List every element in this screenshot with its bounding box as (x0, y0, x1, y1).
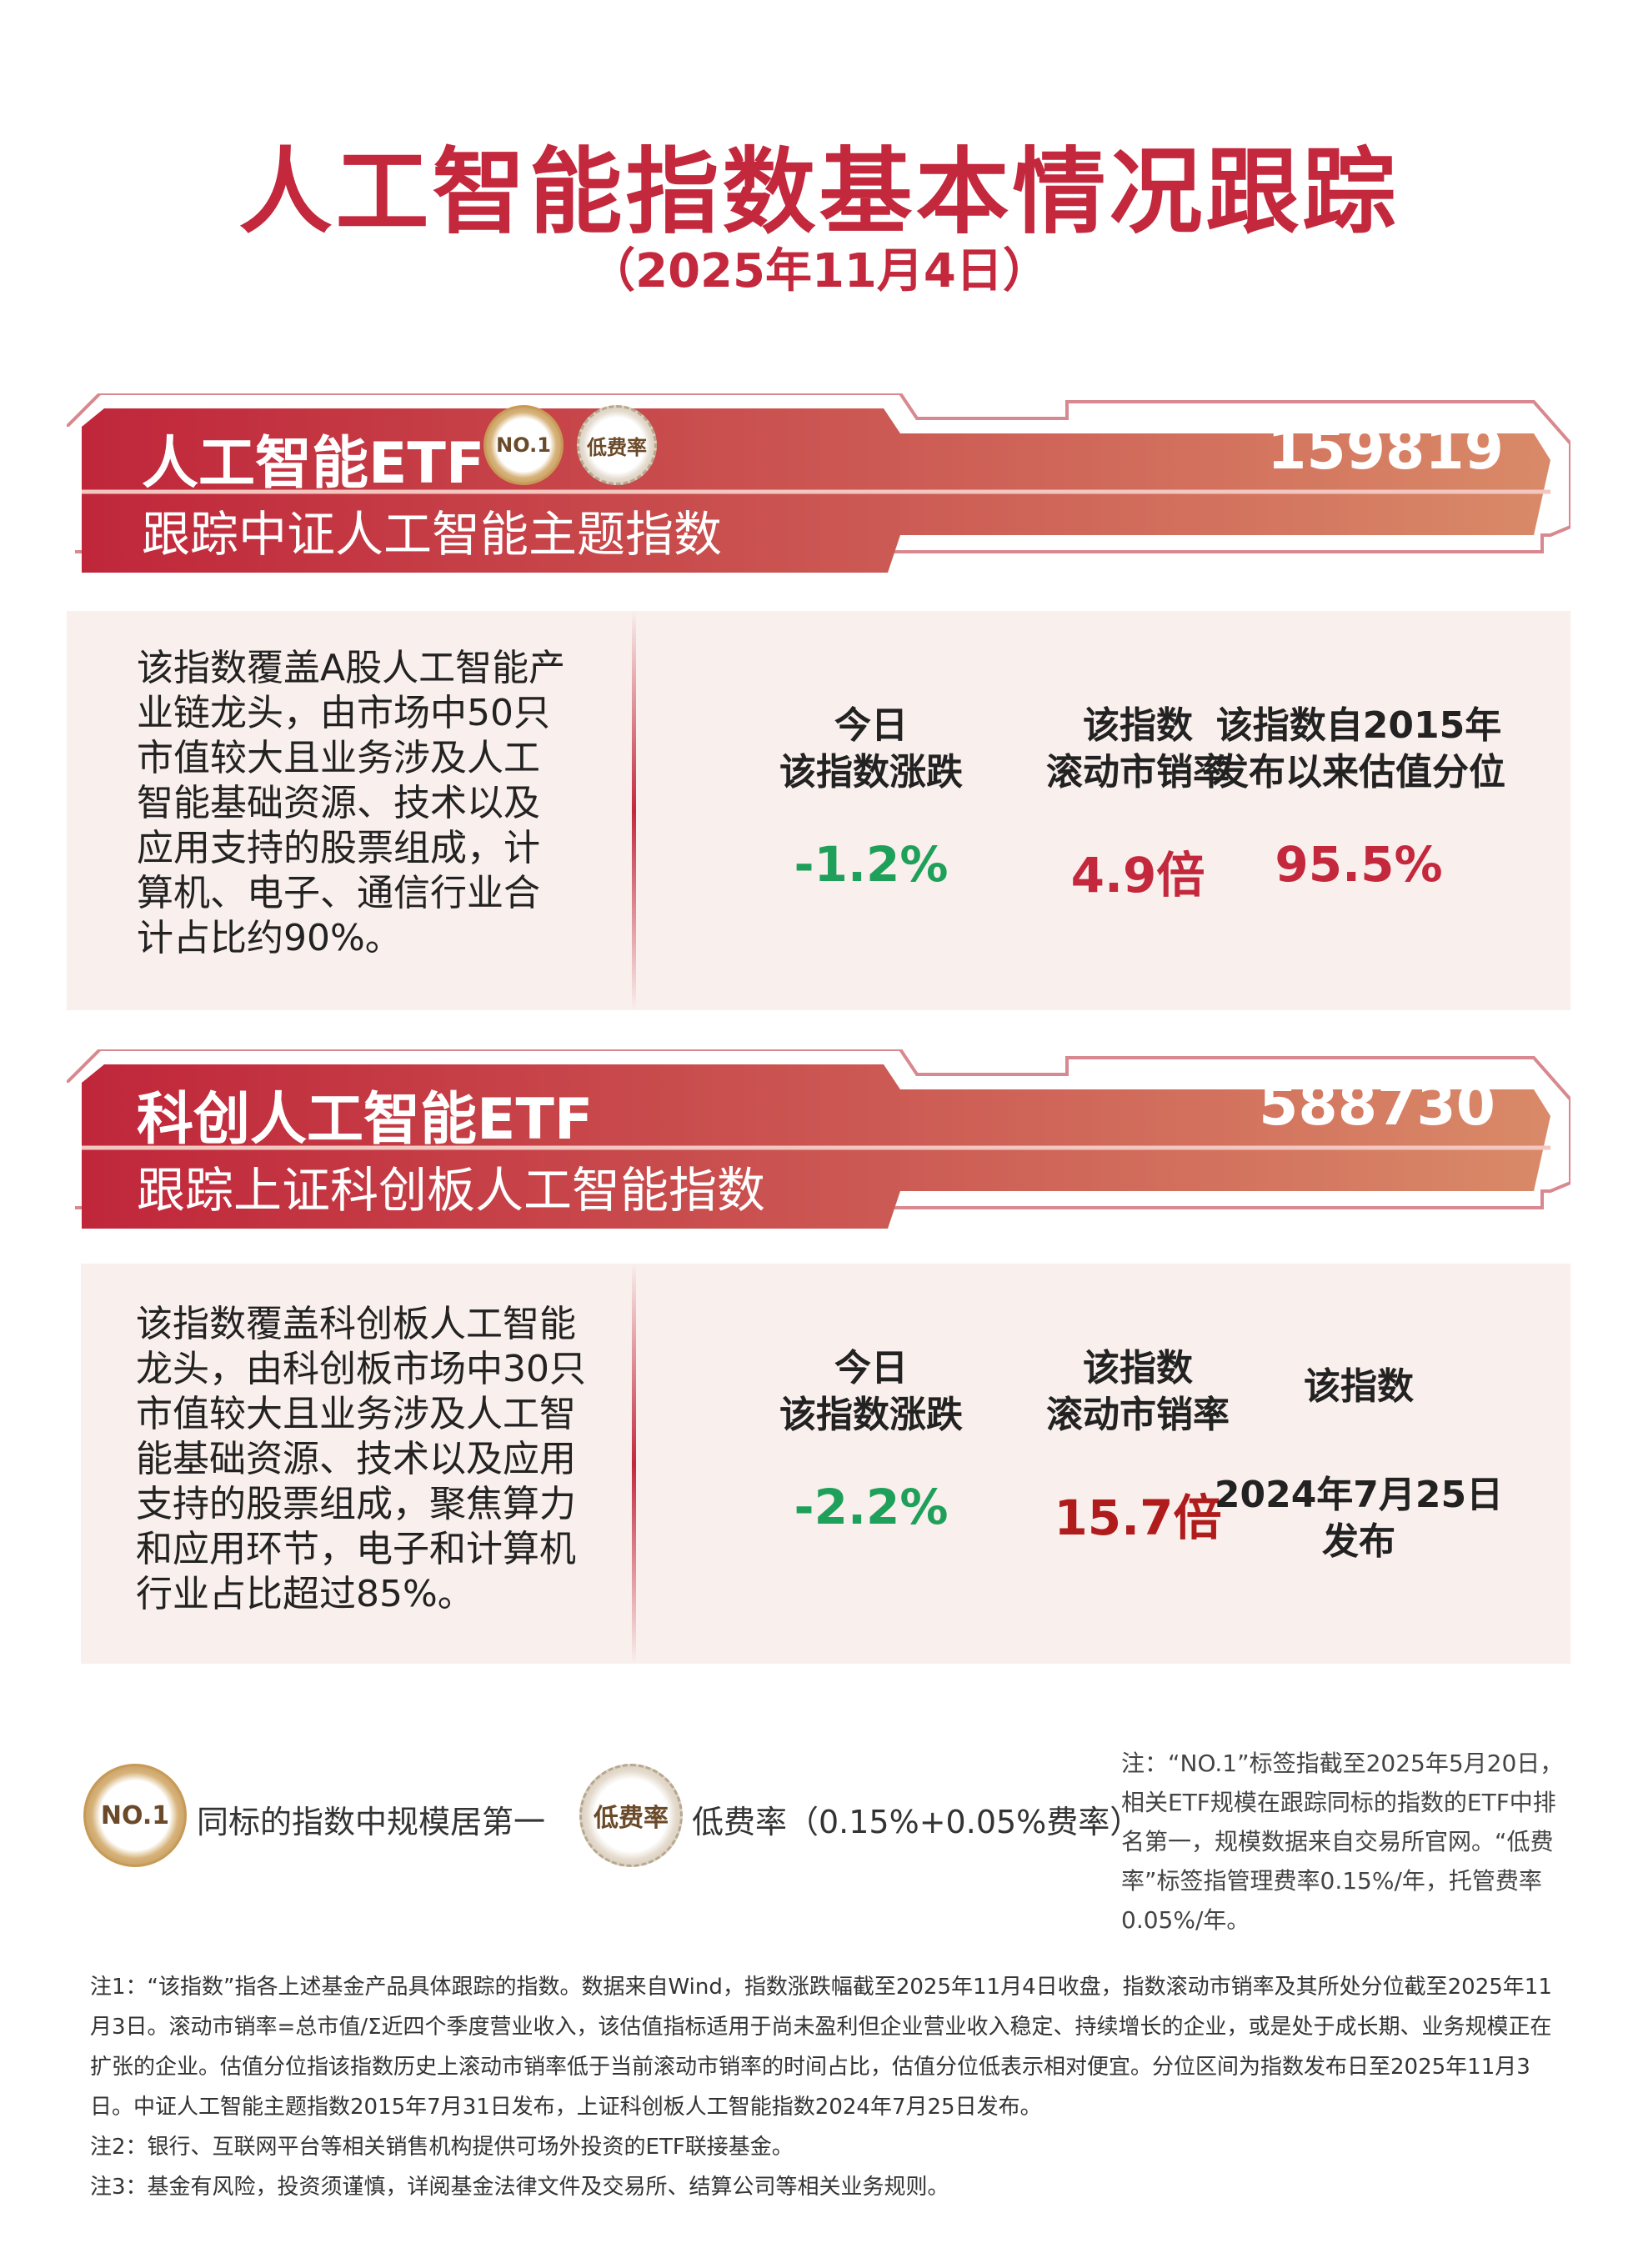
metric-label: 该指数涨跌 (779, 1394, 963, 1436)
metric-value: 15.7倍 (1054, 1489, 1222, 1546)
metric-label: 该指数自2015年 (1215, 704, 1502, 747)
metric-valuation-percentile: 该指数自2015年 发布以来估值分位 95.5% (1184, 703, 1534, 893)
metric-value: 2024年7月25日 (1214, 1474, 1504, 1516)
index-description: 该指数覆盖A股人工智能产业链龙头，由市场中50只市值较大且业务涉及人工智能基础资… (137, 647, 566, 959)
footnote-1: 注1：“该指数”指各上述基金产品具体跟踪的指数。数据来自Wind，指数涨跌幅截至… (90, 1975, 1552, 2120)
fund-tracking-index: 跟踪上证科创板人工智能指数 (137, 1162, 766, 1219)
low-fee-legend-text: 低费率（0.15%+0.05%费率） (692, 1804, 1142, 1840)
metric-label: 今日 (834, 704, 908, 747)
footnote-2: 注2：银行、互联网平台等相关销售机构提供可场外投资的ETF联接基金。 (90, 2135, 794, 2160)
no1-badge-icon: NO.1 (83, 1764, 187, 1867)
metric-daily-change: 今日 该指数涨跌 -1.2% (721, 703, 1021, 893)
fund-banner-2: 科创人工智能ETF 588730 跟踪上证科创板人工智能指数 (67, 1049, 1570, 1238)
no1-badge-icon: NO.1 (483, 405, 564, 485)
metric-label: 该指数涨跌 (779, 751, 963, 794)
page-title: 人工智能指数基本情况跟踪 (238, 138, 1400, 247)
footnotes: 注1：“该指数”指各上述基金产品具体跟踪的指数。数据来自Wind，指数涨跌幅截至… (90, 1967, 1565, 2207)
page-date: （2025年11月4日） (589, 244, 1049, 298)
no1-legend-text: 同标的指数中规模居第一 (197, 1804, 546, 1840)
metric-ps-ratio: 该指数 滚动市销率 4.9倍 (988, 703, 1288, 906)
divider (632, 611, 636, 1010)
metric-label: 滚动市销率 (1046, 751, 1230, 794)
fund-name: 科创人工智能ETF (137, 1087, 594, 1153)
metric-daily-change: 今日 该指数涨跌 -2.2% (721, 1345, 1021, 1535)
divider (632, 1264, 636, 1664)
fund-name: 人工智能ETF (142, 431, 485, 497)
index-description: 该指数覆盖科创板人工智能龙头，由科创板市场中30只市值较大且业务涉及人工智能基础… (136, 1303, 586, 1615)
fund-info-panel-1: 该指数覆盖A股人工智能产业链龙头，由市场中50只市值较大且业务涉及人工智能基础资… (67, 611, 1570, 1010)
banner-background (67, 393, 1570, 582)
metric-label: 该指数 (1083, 1347, 1193, 1389)
metric-value: 95.5% (1275, 836, 1443, 893)
footnote-3: 注3：基金有风险，投资须谨慎，详阅基金法律文件及交易所、结算公司等相关业务规则。 (90, 2175, 949, 2200)
metric-value: 发布 (1322, 1520, 1395, 1563)
metric-index-launch: 该指数 2024年7月25日 发布 (1184, 1364, 1534, 1565)
low-fee-badge-icon: 低费率 (577, 405, 657, 485)
fund-banner-1: 人工智能ETF NO.1 低费率 159819 跟踪中证人工智能主题指数 (67, 393, 1570, 582)
fund-code: 588730 (1259, 1073, 1495, 1139)
fund-code: 159819 (1267, 417, 1504, 483)
metric-value: 4.9倍 (1070, 847, 1205, 904)
metric-label: 滚动市销率 (1046, 1394, 1230, 1436)
fund-info-panel-2: 该指数覆盖科创板人工智能龙头，由科创板市场中30只市值较大且业务涉及人工智能基础… (81, 1264, 1570, 1664)
metric-value: -1.2% (794, 836, 949, 893)
fund-tracking-index: 跟踪中证人工智能主题指数 (142, 506, 723, 563)
metric-value: -2.2% (794, 1479, 949, 1535)
metric-label: 该指数 (1304, 1365, 1414, 1408)
metric-label: 发布以来估值分位 (1212, 751, 1505, 794)
metric-label: 该指数 (1083, 704, 1193, 747)
metric-ps-ratio: 该指数 滚动市销率 15.7倍 (988, 1345, 1288, 1549)
metric-label: 今日 (834, 1347, 908, 1389)
badge-note: 注：“NO.1”标签指截至2025年5月20日，相关ETF规模在跟踪同标的指数的… (1121, 1750, 1564, 1934)
banner-background (67, 1049, 1570, 1238)
low-fee-badge-icon: 低费率 (579, 1764, 683, 1867)
